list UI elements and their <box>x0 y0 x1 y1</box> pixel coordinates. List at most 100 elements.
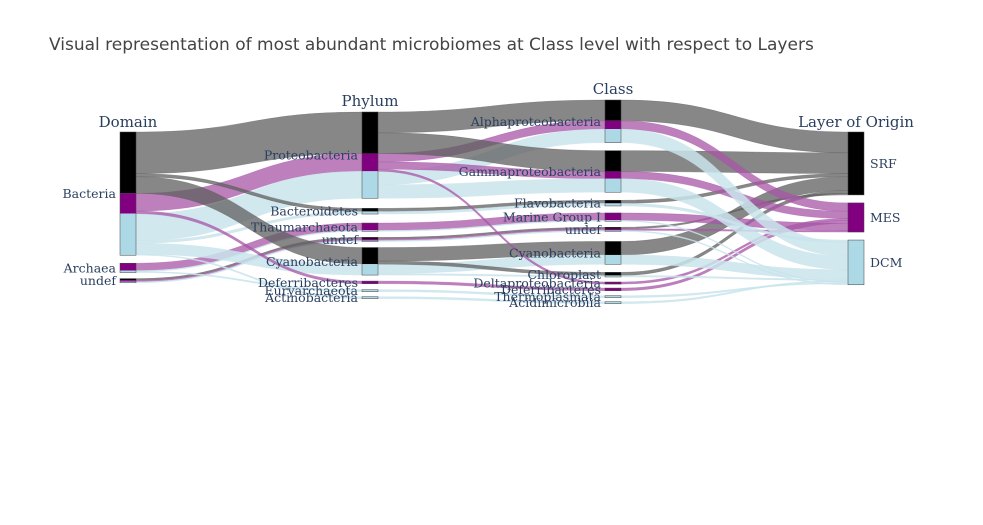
node-segment-c_alph-srf <box>605 100 621 121</box>
sankey-node-p_def[interactable] <box>361 280 379 284</box>
node-segment-c_alph-mes <box>605 120 621 130</box>
sankey-links <box>135 99 849 304</box>
node-label-p_eury: Euryarchaeota <box>264 283 358 298</box>
node-outline-p_und <box>361 237 379 242</box>
node-outline-p_cyan <box>361 247 379 276</box>
node-outline-c_ther <box>604 295 622 298</box>
sankey-node-c_gamm[interactable] <box>604 150 622 193</box>
node-segment-c_gamm-srf <box>605 150 621 172</box>
node-label-c_ther: Thermoplasmata <box>494 289 601 304</box>
node-segment-p_actn-dcm <box>362 296 378 299</box>
sankey-node-c_acid[interactable] <box>604 301 622 304</box>
node-label-c_alph: Alphaproteobacteria <box>470 114 602 129</box>
node-segment-d_bact-srf <box>120 132 136 194</box>
node-label-p_bact: Bacteroidetes <box>270 204 358 219</box>
node-segment-l_mes-mes <box>848 202 864 233</box>
node-outline-p_actn <box>361 296 379 299</box>
sankey-node-p_cyan[interactable] <box>361 247 379 276</box>
sankey-node-p_eury[interactable] <box>361 289 379 292</box>
node-outline-c_acid <box>604 301 622 304</box>
node-label-d_bact: Bacteria <box>63 186 117 201</box>
sankey-node-c_ther[interactable] <box>604 295 622 298</box>
sankey-node-c_chlo[interactable] <box>604 272 622 278</box>
sankey-node-p_actn[interactable] <box>361 296 379 299</box>
node-segment-c_flav-dcm <box>605 203 621 206</box>
node-segment-p_bact-dcm <box>362 211 378 215</box>
node-segment-c_chlo-srf <box>605 272 621 276</box>
sankey-node-c_und[interactable] <box>604 227 622 232</box>
node-segment-c_delt-mes <box>605 282 621 285</box>
node-label-c_defc: Deferribacteres <box>501 282 601 297</box>
node-segment-d_und-mes <box>120 280 136 282</box>
node-outline-c_flav <box>604 199 622 207</box>
sankey-node-d_bact[interactable] <box>119 131 137 256</box>
sankey-node-c_mg1[interactable] <box>604 212 622 222</box>
node-segment-p_def-mes <box>362 281 378 284</box>
node-segment-c_cyan-dcm <box>605 254 621 265</box>
node-segment-c_ther-dcm <box>605 295 621 298</box>
node-outline-l_mes <box>847 202 865 233</box>
node-label-c_acid: Acidimicrobiia <box>508 295 601 310</box>
sankey-node-p_bact[interactable] <box>361 208 379 215</box>
sankey-node-l_dcm[interactable] <box>847 239 865 286</box>
node-label-c_flav: Flavobacteria <box>514 196 602 211</box>
node-label-l_srf: SRF <box>870 156 897 171</box>
node-outline-c_cyan <box>604 241 622 265</box>
node-outline-c_chlo <box>604 272 622 278</box>
sankey-node-c_alph[interactable] <box>604 99 622 143</box>
node-segment-c_acid-dcm <box>605 301 621 304</box>
node-label-p_und: undef <box>322 232 360 247</box>
node-segment-d_und-dcm <box>120 281 136 283</box>
sankey-node-c_flav[interactable] <box>604 199 622 207</box>
node-segment-c_gamm-mes <box>605 171 621 179</box>
node-outline-l_dcm <box>847 239 865 286</box>
node-outline-l_srf <box>847 131 865 196</box>
node-segment-p_und-dcm <box>362 240 378 242</box>
node-label-d_und: undef <box>80 273 118 288</box>
sankey-node-p_thau[interactable] <box>361 222 379 232</box>
sankey-node-labels: BacteriaArchaeaundefProteobacteriaBacter… <box>63 114 903 310</box>
node-segment-d_und-srf <box>120 278 136 281</box>
node-outline-p_def <box>361 280 379 284</box>
node-outline-c_alph <box>604 99 622 143</box>
node-outline-d_bact <box>119 131 137 256</box>
sankey-node-d_und[interactable] <box>119 278 137 284</box>
node-outline-c_delt <box>604 281 622 285</box>
node-segment-c_flav-srf <box>605 200 621 204</box>
node-segment-c_und-dcm <box>605 230 621 232</box>
node-segment-p_und-srf <box>362 237 378 239</box>
sankey-node-p_prot[interactable] <box>361 111 379 199</box>
node-label-l_dcm: DCM <box>870 255 903 270</box>
node-segment-c_chlo-dcm <box>605 275 621 277</box>
sankey-link-c_ther-l_dcm-dcm[interactable] <box>620 282 849 298</box>
node-segment-p_prot-srf <box>362 112 378 154</box>
sankey-node-c_defc[interactable] <box>604 287 622 291</box>
node-outline-p_thau <box>361 222 379 232</box>
column-label-phylum: Phylum <box>342 92 399 110</box>
node-outline-p_prot <box>361 111 379 199</box>
node-outline-d_und <box>119 278 137 284</box>
node-segment-c_cyan-srf <box>605 241 621 255</box>
sankey-node-c_delt[interactable] <box>604 281 622 285</box>
node-label-l_mes: MES <box>870 210 901 225</box>
sankey-node-p_und[interactable] <box>361 237 379 242</box>
node-segment-c_mg1-mes <box>605 212 621 221</box>
sankey-node-l_srf[interactable] <box>847 131 865 196</box>
node-label-p_prot: Proteobacteria <box>264 148 359 163</box>
sankey-node-l_mes[interactable] <box>847 202 865 233</box>
node-segment-p_thau-mes <box>362 223 378 231</box>
node-label-c_gamm: Gammaproteobacteria <box>459 164 602 179</box>
node-segment-d_bact-dcm <box>120 213 136 256</box>
node-label-c_cyan: Cyanobacteria <box>509 245 602 260</box>
node-segment-p_eury-dcm <box>362 289 378 292</box>
node-segment-c_alph-dcm <box>605 129 621 143</box>
sankey-node-c_cyan[interactable] <box>604 241 622 265</box>
node-outline-p_bact <box>361 208 379 215</box>
sankey-node-d_arch[interactable] <box>119 262 137 273</box>
node-label-p_thau: Thaumarchaeota <box>251 220 359 235</box>
node-label-p_actn: Actinobacteria <box>264 290 358 305</box>
chart-title: Visual representation of most abundant m… <box>49 35 814 55</box>
node-segment-p_cyan-dcm <box>362 264 378 276</box>
node-segment-c_und-srf <box>605 227 621 229</box>
node-label-c_und: undef <box>565 222 603 237</box>
